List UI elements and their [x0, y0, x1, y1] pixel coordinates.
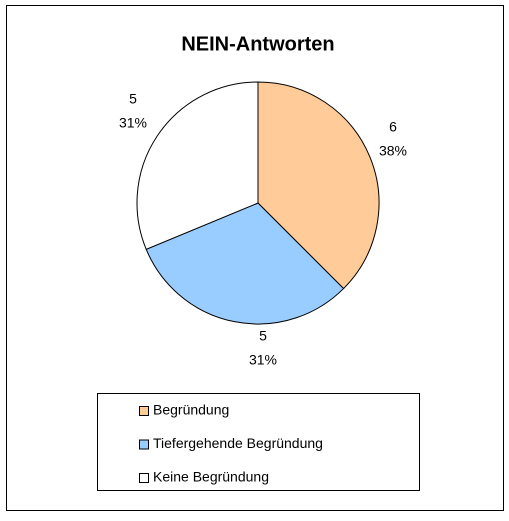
data-label: 5 — [259, 328, 267, 344]
pie-slice — [136, 81, 259, 250]
percent-label: 31% — [249, 352, 277, 368]
percent-label: 31% — [119, 115, 147, 131]
legend-label: Keine Begründung — [153, 469, 269, 485]
percent-label: 38% — [379, 143, 407, 159]
legend-box — [97, 393, 420, 491]
legend-swatch — [139, 473, 149, 483]
pie-slice — [145, 202, 345, 325]
legend-label: Begründung — [153, 402, 229, 418]
legend-label: Tiefergehende Begründung — [153, 435, 323, 451]
legend-swatch — [139, 439, 149, 450]
chart-title: NEIN-Antworten — [181, 33, 334, 55]
pie-slice — [257, 81, 380, 290]
data-label: 6 — [389, 119, 397, 135]
legend-swatch — [139, 406, 149, 416]
data-label: 5 — [129, 91, 137, 107]
